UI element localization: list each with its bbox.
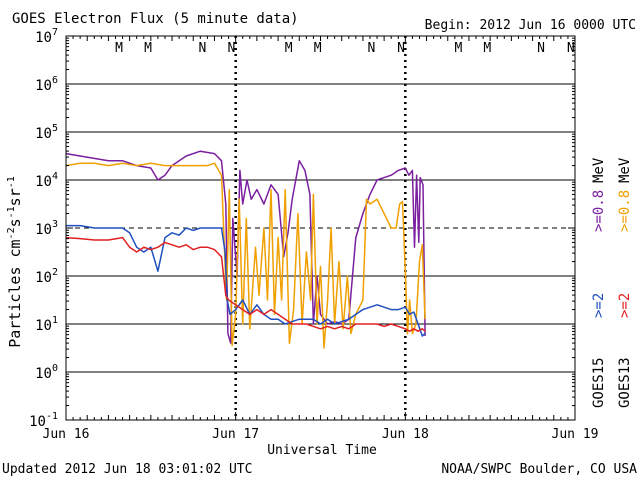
x-tick-label: Jun 19 [552,427,599,442]
noon-midnight-marker: N [397,41,405,56]
y-tick-label-1e6: 106 [35,75,58,94]
y-tick-label-1e2: 102 [35,267,58,286]
y-tick-label-1e0: 100 [35,363,58,382]
legend-col2: GOES13 >=2 >=0.8 MeV [617,157,633,408]
y-axis-title: Particles cm-2s-1sr-1 [6,176,24,348]
series-line-3 [65,236,426,332]
noon-midnight-marker: M [314,41,322,56]
legend-goes13-08mev: >=0.8 [617,190,633,232]
series-line-2 [66,224,426,337]
x-tick-label: Jun 17 [212,427,259,442]
legend-goes15-08mev: >=0.8 [591,190,607,232]
series-line-1 [65,162,426,349]
y-tick-label-1e5: 105 [35,123,58,142]
y-tick-label-1e7: 107 [35,27,58,46]
x-tick-label: Jun 16 [43,427,90,442]
noon-midnight-marker: N [537,41,545,56]
noon-midnight-marker: N [199,41,207,56]
noon-midnight-marker: M [454,41,462,56]
noon-midnight-marker: M [483,41,491,56]
legend-goes13-2mev: >=2 [617,293,633,318]
updated-timestamp: Updated 2012 Jun 18 03:01:02 UTC [2,462,252,477]
noon-midnight-marker: M [144,41,152,56]
begin-label: Begin: 2012 Jun 16 0000 UTC [425,18,636,33]
noon-midnight-marker: N [567,41,575,56]
y-tick-label-1e3: 103 [35,219,58,238]
legend-goes15-2mev: >=2 [591,293,607,318]
chart-title: GOES Electron Flux (5 minute data) [12,11,299,27]
noon-midnight-marker: M [285,41,293,56]
x-tick-label: Jun 18 [382,427,429,442]
plot-frame [65,35,576,421]
y-tick-label-1e-1: 10-1 [29,411,58,430]
legend-col1: GOES15 >=2 >=0.8 MeV [591,157,607,408]
series-line-0 [65,150,426,344]
noon-midnight-marker: M [115,41,123,56]
x-axis-title: Universal Time [267,443,377,458]
legend-goes15-sat: GOES15 [591,357,607,408]
legend-unit-2: MeV [617,157,633,183]
noon-midnight-marker: N [367,41,375,56]
legend-goes13-sat: GOES13 [617,357,633,408]
legend: GOES15 >=2 >=0.8 MeV GOES13 >=2 >=0.8 Me… [591,157,633,408]
noon-midnight-marker: N [228,41,236,56]
legend-unit: MeV [591,157,607,183]
data-source: NOAA/SWPC Boulder, CO USA [441,462,637,477]
y-tick-label-1e4: 104 [35,171,58,190]
y-tick-label-1e1: 101 [35,315,58,334]
